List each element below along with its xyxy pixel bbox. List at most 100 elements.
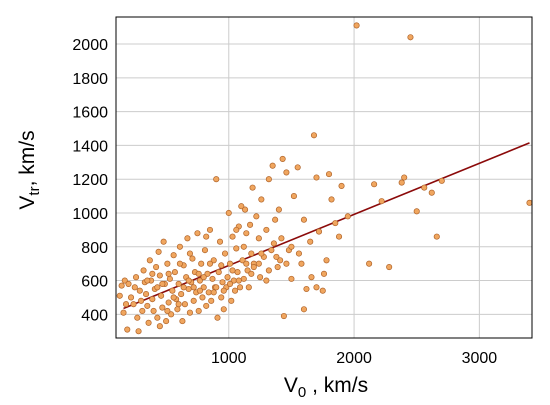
y-tick-label: 1400 <box>72 138 108 155</box>
data-point <box>184 235 191 242</box>
data-point <box>332 220 339 227</box>
data-points <box>116 22 533 335</box>
data-point <box>181 301 188 308</box>
data-point <box>175 301 182 308</box>
data-point <box>313 174 320 181</box>
data-point <box>283 260 290 267</box>
data-point <box>145 319 152 326</box>
data-point <box>274 263 281 271</box>
data-point <box>280 312 287 320</box>
data-point <box>219 279 226 286</box>
data-point <box>258 196 265 203</box>
data-point <box>159 304 166 311</box>
data-point <box>255 260 262 267</box>
data-point <box>242 206 249 213</box>
data-point <box>214 314 221 321</box>
data-point <box>239 257 246 264</box>
data-point <box>265 267 272 274</box>
data-point <box>140 267 147 274</box>
data-point <box>196 287 204 294</box>
data-point <box>243 260 250 267</box>
data-point <box>265 176 272 183</box>
data-point <box>268 247 275 254</box>
data-point <box>200 274 207 281</box>
data-point <box>132 274 140 281</box>
data-point <box>195 307 202 315</box>
data-point <box>270 240 277 247</box>
data-point <box>386 263 393 271</box>
data-point <box>229 267 236 274</box>
data-point <box>171 269 178 276</box>
data-point <box>150 307 157 315</box>
data-point <box>156 272 163 279</box>
data-point <box>143 291 150 298</box>
data-point <box>234 269 241 276</box>
data-point <box>136 287 143 294</box>
y-axis-label: Vtr, km/s <box>16 130 43 209</box>
data-point <box>263 277 270 284</box>
data-point <box>190 284 197 291</box>
data-point <box>320 270 328 277</box>
data-point <box>245 284 252 291</box>
data-point <box>323 257 330 264</box>
data-point <box>149 270 156 277</box>
data-point <box>233 226 240 233</box>
data-point <box>160 238 167 245</box>
data-point <box>226 260 234 267</box>
x-axis-label: V0 , km/s <box>284 374 368 401</box>
data-point <box>290 193 297 200</box>
x-tick-label: 3000 <box>462 350 498 367</box>
data-point <box>144 302 151 309</box>
data-point <box>428 189 435 196</box>
data-point <box>240 243 247 250</box>
data-point <box>298 260 305 267</box>
data-point <box>175 280 182 287</box>
data-point <box>300 216 308 223</box>
data-point <box>398 179 405 186</box>
data-point <box>247 221 254 228</box>
data-point <box>203 233 210 240</box>
data-point <box>263 226 270 233</box>
data-point <box>255 235 262 242</box>
data-point <box>257 274 264 281</box>
data-point <box>288 275 295 282</box>
data-point <box>154 314 161 321</box>
data-point <box>153 263 160 271</box>
data-point <box>401 174 408 181</box>
plot-frame <box>115 16 533 339</box>
y-tick-label: 1200 <box>72 172 108 189</box>
data-point <box>144 277 151 284</box>
data-point <box>118 282 125 289</box>
data-point <box>134 314 141 321</box>
data-point <box>131 284 138 291</box>
data-point <box>224 274 231 281</box>
data-point <box>218 262 225 269</box>
data-point <box>180 284 187 291</box>
data-point <box>258 250 265 257</box>
data-point <box>124 326 131 333</box>
data-point <box>195 270 202 277</box>
y-tick-label: 600 <box>81 274 108 291</box>
data-point <box>139 307 146 315</box>
data-point <box>253 213 260 220</box>
data-point <box>216 238 224 245</box>
data-point <box>366 260 373 267</box>
data-point <box>250 263 257 271</box>
data-point <box>225 209 232 217</box>
data-point <box>120 309 127 316</box>
data-point <box>201 247 209 254</box>
data-point <box>407 34 414 41</box>
data-point <box>353 22 360 29</box>
data-point <box>328 196 335 203</box>
data-point <box>200 284 207 291</box>
data-point <box>156 323 163 330</box>
data-point <box>325 171 333 178</box>
data-point <box>433 233 440 240</box>
data-point <box>125 280 132 287</box>
data-point <box>176 243 183 250</box>
data-point <box>185 285 192 293</box>
data-point <box>236 284 244 291</box>
data-point <box>248 250 255 257</box>
data-point <box>168 311 175 318</box>
